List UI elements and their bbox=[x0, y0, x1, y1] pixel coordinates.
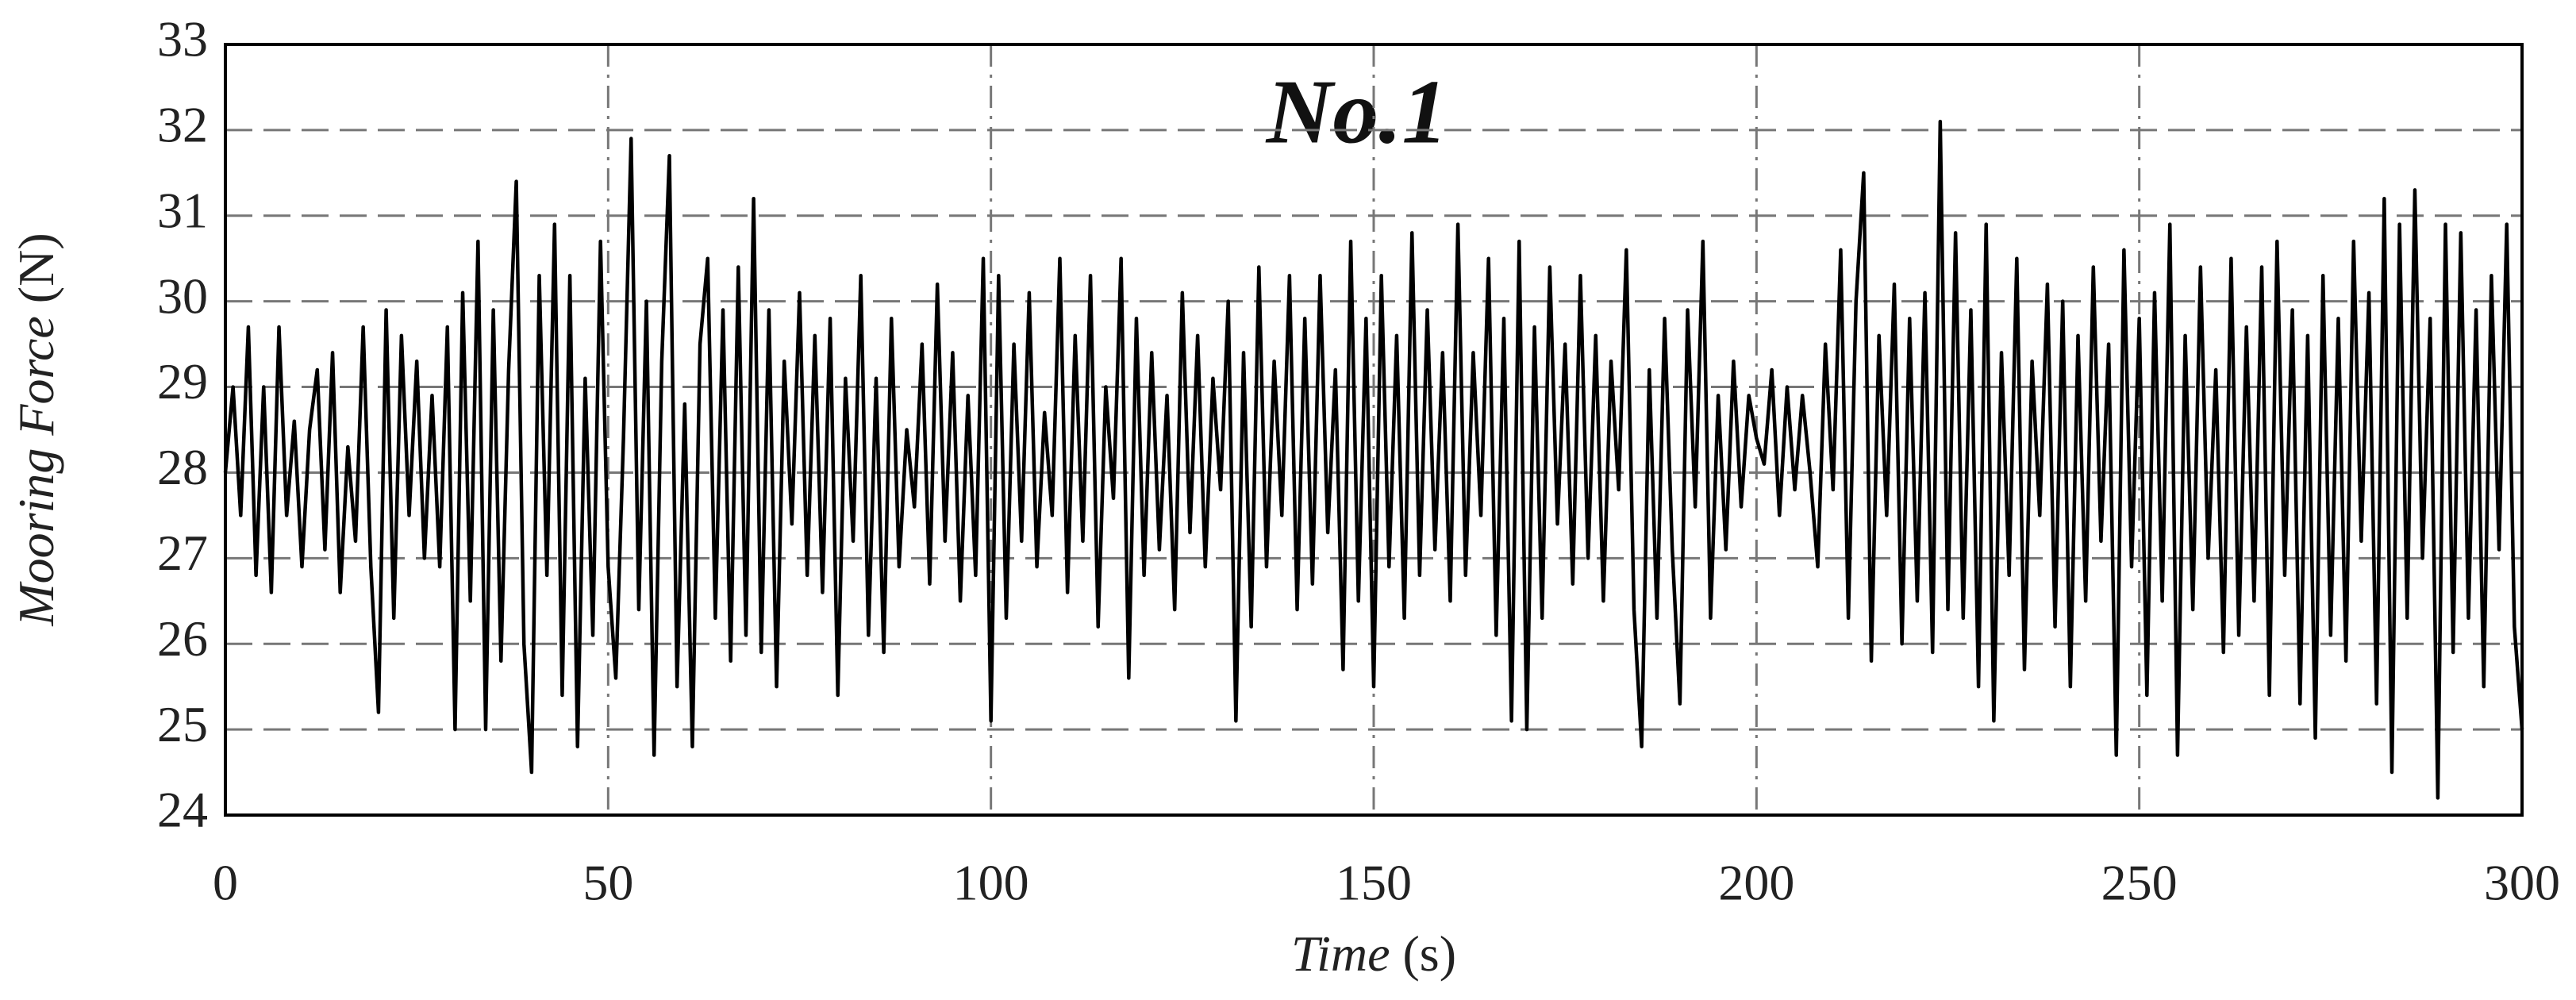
chart-title: No.1 bbox=[1265, 62, 1448, 163]
data-line bbox=[223, 119, 2524, 800]
x-tick-label: 50 bbox=[582, 855, 633, 911]
y-axis-label: Mooring Force (N) bbox=[8, 233, 64, 626]
y-tick-label: 28 bbox=[157, 439, 208, 495]
y-tick-label: 30 bbox=[157, 267, 208, 324]
y-tick-label: 24 bbox=[157, 782, 208, 838]
x-tick-label: 200 bbox=[1718, 855, 1794, 911]
y-axis-label-unit: (N) bbox=[8, 233, 64, 303]
y-tick-label: 33 bbox=[157, 11, 208, 67]
y-tick-label: 25 bbox=[157, 696, 208, 752]
x-axis-label-text: Time bbox=[1291, 925, 1390, 982]
x-tick-label: 300 bbox=[2484, 855, 2560, 911]
x-axis-label-unit: (s) bbox=[1402, 925, 1456, 982]
x-tick-label: 250 bbox=[2101, 855, 2178, 911]
x-axis-label: Time (s) bbox=[1291, 925, 1456, 982]
plot-frame bbox=[224, 43, 2524, 817]
y-tick-label: 29 bbox=[157, 353, 208, 410]
x-tick-label: 0 bbox=[213, 855, 238, 911]
y-axis-label-text: Mooring Force bbox=[8, 316, 64, 626]
y-tick-label: 27 bbox=[157, 525, 208, 581]
y-tick-label: 31 bbox=[157, 182, 208, 238]
x-tick-label: 100 bbox=[953, 855, 1029, 911]
x-tick-label: 150 bbox=[1336, 855, 1412, 911]
y-tick-label: 26 bbox=[157, 610, 208, 667]
y-tick-label: 32 bbox=[157, 97, 208, 153]
